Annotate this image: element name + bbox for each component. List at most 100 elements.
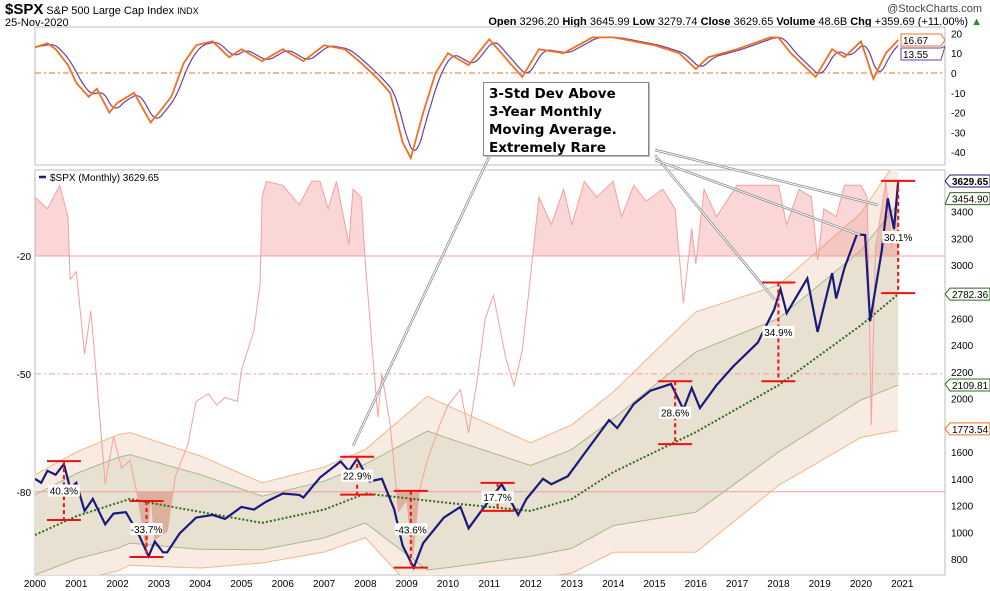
move-percent-label: 30.1%: [884, 233, 912, 244]
close-label: Close: [700, 16, 731, 28]
top-y-tick-label: 0: [951, 69, 957, 80]
tag-label: 13.55: [903, 50, 928, 61]
x-tick-label: 2009: [396, 579, 419, 590]
tag-box: [900, 33, 946, 47]
y-tick-label: 2000: [951, 395, 974, 406]
x-tick-label: 2004: [189, 579, 212, 590]
tag-box: [944, 192, 990, 206]
callout-leader-inner: [352, 154, 491, 447]
move-marker: 28.6%: [658, 380, 693, 446]
y-tick-label: 3400: [951, 208, 974, 219]
annotation-callout: 3-Std Dev Above 3-Year Monthly Moving Av…: [483, 82, 649, 156]
top-y-tick-label: 20: [951, 29, 963, 40]
x-tick-label: 2018: [767, 579, 790, 590]
callout-leader-inner: [654, 149, 879, 206]
x-tick-label: 2013: [561, 579, 584, 590]
annotation-line: 3-Std Dev Above: [489, 86, 616, 102]
move-label-bg: [659, 406, 692, 419]
value-tag: 13.55: [900, 45, 946, 61]
symbol: $SPX: [5, 1, 44, 18]
y-tick-label: 800: [951, 555, 968, 566]
move-percent-label: 22.9%: [343, 472, 371, 483]
indicator-y-tick-label: -80: [17, 488, 32, 499]
title-line: $SPX S&P 500 Large Cap Index INDX: [5, 1, 199, 18]
indicator-y-tick-label: -50: [17, 370, 32, 381]
y-tick-label: 2600: [951, 315, 974, 326]
high-value: 3645.99: [589, 16, 630, 28]
x-tick-label: 2005: [230, 579, 253, 590]
y-tick-label: 3000: [951, 261, 974, 272]
tag-label: 16.67: [903, 36, 928, 47]
x-tick-label: 2017: [726, 579, 749, 590]
price-line: [35, 180, 900, 571]
x-tick-label: 2006: [272, 579, 295, 590]
tag-label: 1773.54: [952, 425, 989, 436]
low-value: 3279.74: [657, 16, 698, 28]
callout-leader-inner: [654, 154, 776, 301]
high-label: High: [562, 16, 587, 28]
tag-box: [944, 422, 990, 436]
x-tick-label: 2002: [106, 579, 129, 590]
move-percent-label: 40.3%: [50, 487, 78, 498]
move-label-bg: [481, 490, 514, 503]
move-marker: 40.3%: [46, 460, 81, 521]
move-marker: 17.7%: [480, 481, 515, 512]
outer-band-upper: [35, 170, 891, 484]
move-percent-label: -43.6%: [395, 525, 427, 536]
move-label-bg: [341, 469, 374, 482]
y-tick-label: 1000: [951, 528, 974, 539]
value-tag: 2109.81: [944, 378, 990, 392]
oscillator-panel: [35, 36, 945, 161]
annotation-line: Extremely Rare: [489, 140, 606, 156]
y-tick-label: 1600: [951, 448, 974, 459]
move-percent-label: 17.7%: [483, 493, 511, 504]
top-y-tick-label: 10: [951, 49, 963, 60]
value-tag: 3629.65: [944, 174, 990, 188]
indicator-line: [35, 180, 899, 555]
index-name: S&P 500 Large Cap Index: [46, 5, 175, 17]
legend-label: $SPX (Monthly) 3629.65: [50, 173, 159, 184]
indicator-overbought-fill: [35, 181, 899, 256]
move-marker: 30.1%: [881, 179, 916, 295]
value-tag: 2782.36: [944, 287, 990, 301]
low-label: Low: [632, 16, 655, 28]
tag-box: [944, 378, 990, 392]
tag-box: [900, 45, 946, 61]
top-y-tick-label: -20: [951, 109, 966, 120]
x-tick-label: 2016: [685, 579, 708, 590]
moving-average-line: [35, 293, 899, 536]
tag-box: [944, 174, 990, 188]
y-tick-label: 1200: [951, 502, 974, 513]
x-tick-label: 2008: [354, 579, 377, 590]
move-label-bg: [394, 523, 427, 536]
move-label-bg: [882, 231, 915, 244]
x-tick-label: 2012: [519, 579, 542, 590]
value-tag: 16.67: [900, 33, 946, 47]
tag-label: 3629.65: [952, 177, 989, 188]
indicator-y-tick-label: -20: [17, 252, 32, 263]
volume-label: Volume: [776, 16, 816, 28]
x-tick-label: 2011: [479, 579, 501, 590]
move-label-bg: [47, 484, 80, 497]
outer-band-lower: [97, 430, 899, 575]
top-y-tick-label: -40: [951, 148, 966, 159]
y-tick-label: 2200: [951, 368, 974, 379]
up-arrow-icon: ▲: [971, 16, 982, 28]
x-tick-label: 2014: [602, 579, 625, 590]
x-tick-label: 2019: [809, 579, 832, 590]
volume-value: 48.6B: [818, 16, 848, 28]
open-value: 3296.20: [519, 16, 560, 28]
x-tick-label: 2007: [313, 579, 336, 590]
x-tick-label: 2001: [65, 579, 88, 590]
move-percent-label: -33.7%: [131, 525, 163, 536]
y-tick-label: 2400: [951, 341, 974, 352]
x-tick-label: 2015: [643, 579, 666, 590]
tag-label: 3454.90: [952, 195, 989, 206]
move-percent-label: 34.9%: [764, 328, 792, 339]
tag-box: [944, 287, 990, 301]
signal-line: [35, 36, 899, 152]
chg-value: +359.69 (+11.00%): [874, 16, 969, 28]
move-marker: 22.9%: [340, 455, 375, 496]
inner-band-fill: [35, 203, 899, 575]
